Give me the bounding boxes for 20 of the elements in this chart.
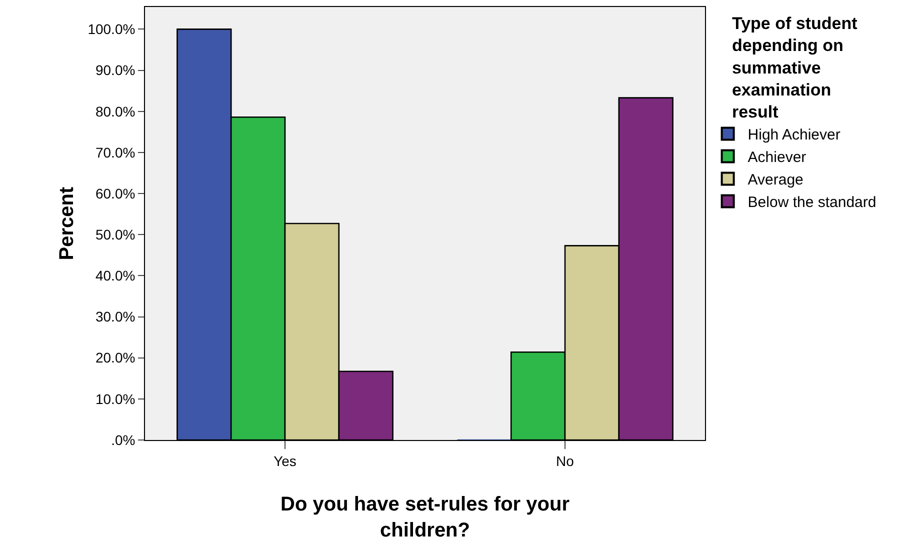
y-axis-title: Percent [56,186,78,260]
x-tick-label: No [556,452,574,469]
legend-label: Achiever [748,149,806,166]
y-tick-label: 50.0% [95,226,136,242]
y-tick-label: 20.0% [95,350,136,366]
y-tick-label: .0% [111,432,136,448]
y-tick-label: 90.0% [95,62,136,78]
x-axis-title: Do you have set-rules for your children? [280,493,570,542]
y-tick-label: 10.0% [95,390,136,407]
legend-label: Average [748,172,804,189]
x-tick-label: Yes [274,452,296,469]
y-tick-label: 80.0% [95,103,136,120]
y-tick-label: 70.0% [95,144,136,160]
y-tick-label: 60.0% [95,185,136,202]
y-tick-label: 100.0% [88,21,136,38]
y-tick-label: 30.0% [95,308,136,325]
legend-label: High Achiever [748,126,840,144]
legend-label: Below the standard [748,194,876,212]
legend-title: Type of student depending on summative examination result [732,14,858,122]
y-tick-label: 40.0% [95,268,136,284]
